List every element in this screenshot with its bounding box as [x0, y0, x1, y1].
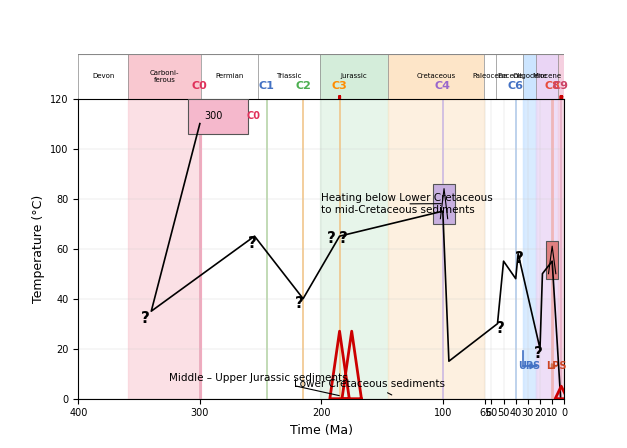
Bar	[388, 54, 484, 99]
Text: C6: C6	[508, 81, 524, 91]
Bar	[187, 99, 248, 134]
Text: Devon: Devon	[92, 73, 115, 79]
Text: Miocene: Miocene	[533, 73, 562, 79]
Text: Middle – Upper Jurassic sediments: Middle – Upper Jurassic sediments	[169, 373, 347, 396]
Text: C0: C0	[246, 111, 260, 121]
Bar	[320, 54, 388, 99]
Text: UPS: UPS	[519, 361, 540, 371]
Bar	[558, 99, 564, 399]
Text: 300: 300	[204, 111, 223, 121]
Bar	[523, 99, 536, 399]
Text: Jurassic: Jurassic	[340, 73, 367, 79]
Text: Eocene: Eocene	[497, 73, 522, 79]
Bar	[523, 99, 536, 399]
Bar	[558, 99, 564, 399]
Text: Heating below Lower Cretaceous
to mid-Cretaceous sediments: Heating below Lower Cretaceous to mid-Cr…	[322, 193, 493, 215]
Text: ?: ?	[295, 296, 304, 311]
Bar	[320, 99, 388, 399]
Bar	[536, 99, 558, 399]
Text: C2: C2	[295, 81, 311, 91]
Text: Oligocene: Oligocene	[512, 73, 547, 79]
Text: ?: ?	[339, 231, 347, 246]
Text: Paleocene: Paleocene	[473, 73, 508, 79]
Bar	[128, 99, 201, 399]
Bar	[388, 99, 484, 399]
Text: ?: ?	[327, 231, 335, 246]
Bar	[433, 184, 455, 224]
Text: C4: C4	[435, 81, 451, 91]
Text: C0: C0	[192, 81, 208, 91]
Bar	[546, 241, 558, 279]
Bar	[128, 54, 201, 99]
Text: Triassic: Triassic	[277, 73, 302, 79]
Text: ?: ?	[495, 321, 504, 336]
Bar	[536, 99, 558, 399]
Bar	[558, 54, 564, 99]
Text: C9: C9	[552, 81, 569, 91]
X-axis label: Time (Ma): Time (Ma)	[290, 424, 353, 437]
Bar	[523, 54, 536, 99]
Text: Permian: Permian	[216, 73, 244, 79]
Text: LPS: LPS	[546, 361, 567, 371]
Text: ?: ?	[248, 236, 256, 251]
Text: C3: C3	[332, 81, 347, 91]
Text: ?: ?	[515, 251, 524, 266]
Text: ?: ?	[140, 311, 150, 326]
Y-axis label: Temperature (°C): Temperature (°C)	[31, 194, 45, 303]
Text: Carboni-
ferous: Carboni- ferous	[150, 70, 179, 83]
Text: ?: ?	[534, 346, 543, 361]
Text: C8: C8	[544, 81, 560, 91]
Bar	[536, 54, 558, 99]
Text: Cretaceous: Cretaceous	[416, 73, 456, 79]
Text: C1: C1	[259, 81, 275, 91]
Text: Lower Cretaceous sediments: Lower Cretaceous sediments	[295, 379, 445, 395]
